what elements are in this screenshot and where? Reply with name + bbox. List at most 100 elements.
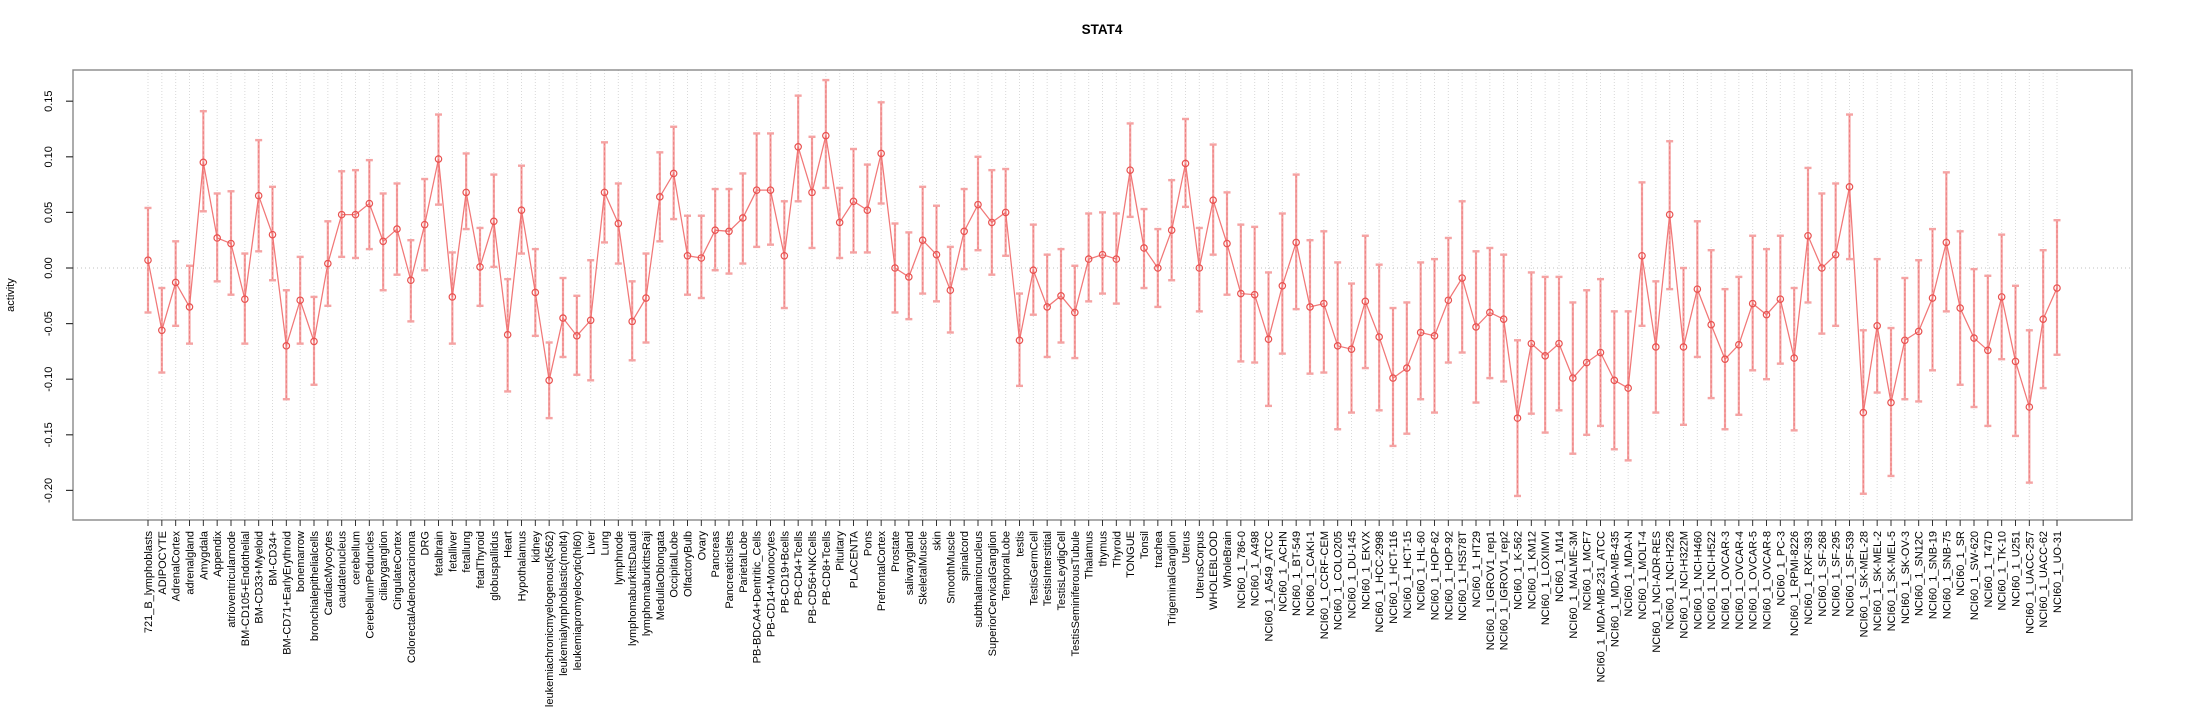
x-tick-label: OccipitalLobe [669, 531, 681, 598]
x-tick-label: 721_B_lymphoblasts [143, 531, 155, 634]
x-tick-label: NCI60_1_RXF-393 [1803, 531, 1815, 625]
data-point [517, 206, 526, 214]
x-tick-label: fetalbrain [434, 531, 446, 576]
x-tick-label: thymus [1098, 531, 1110, 567]
data-point [351, 210, 360, 219]
x-tick-label: cerebellum [351, 531, 363, 585]
x-tick-label: NCI60_1_A549_ATCC [1264, 531, 1276, 642]
data-point [1458, 274, 1466, 282]
x-tick-label: SkeletalMuscle [918, 531, 930, 605]
x-tick-label: NCI60_1_SF-268 [1817, 531, 1829, 617]
data-point [1416, 328, 1425, 337]
data-point [1804, 231, 1812, 240]
x-tick-label: NCI60_1_HCT-15 [1402, 531, 1414, 618]
x-tick-label: NCI60_1_HOP-62 [1430, 531, 1442, 620]
data-point [282, 342, 291, 350]
x-tick-label: BM-CD34+ [268, 531, 280, 586]
x-tick-label: CerebellumPeduncles [364, 531, 376, 639]
x-tick-label: Pons [862, 531, 874, 557]
data-point [1679, 343, 1688, 351]
x-tick-label: NCI60_1_U251 [2011, 531, 2023, 607]
x-tick-label: TONGUE [1125, 531, 1137, 578]
x-tick-label: NCI60_1_SK-MEL-2 [1872, 531, 1884, 631]
data-point [905, 273, 913, 281]
x-tick-label: NCI60_1_CAKI-1 [1305, 531, 1317, 616]
x-tick-label: NCI60_1_MCF7 [1582, 531, 1594, 610]
data-point [310, 337, 318, 346]
x-tick-label: Lung [600, 531, 612, 555]
x-tick-label: NCI60_1_SNB-19 [1928, 531, 1940, 619]
x-tick-label: NCI60_1_UACC-257 [2024, 531, 2036, 634]
data-point [808, 188, 816, 197]
data-point [1403, 364, 1411, 372]
y-tick-label: 0.10 [43, 146, 55, 167]
data-point [420, 220, 429, 229]
data-point [863, 206, 872, 214]
x-tick-label: NCI60_1_KM12 [1526, 531, 1538, 609]
data-point [932, 250, 941, 259]
x-tick-label: NCI60_1_786-0 [1236, 531, 1248, 609]
x-tick-label: NCI60_1_NCI-ADR-RES [1651, 531, 1663, 653]
x-tick-label: NCI60_1_HOP-92 [1443, 531, 1455, 620]
x-tick-label: NCI60_1_MALME-3M [1568, 531, 1580, 639]
data-point [379, 237, 387, 246]
data-point [877, 149, 885, 158]
data-point [1541, 352, 1549, 360]
x-tick-label: OlfactoryBulb [683, 531, 695, 597]
x-tick-label: NCI60_1_HL-60 [1416, 531, 1428, 611]
x-tick-label: leukemiachronicmyelogenous(k562) [544, 531, 556, 707]
x-tick-label: bonemarrow [295, 531, 307, 592]
x-tick-label: Pancreas [710, 531, 722, 578]
data-point [752, 186, 761, 194]
x-tick-label: PancreaticIslets [724, 531, 736, 609]
data-point [918, 236, 927, 245]
x-tick-label: lymphomaburkittsRaji [641, 531, 653, 636]
x-tick-label: BM-CD33+Myeloid [254, 531, 266, 624]
x-tick-label: NCI60_1_OVCAR-5 [1748, 531, 1760, 629]
data-point [1569, 374, 1577, 382]
data-point [946, 286, 955, 295]
x-tick-label: NCI60_1_HS578T [1457, 531, 1469, 621]
x-tick-label: TestisInterstitial [1042, 531, 1054, 606]
x-tick-label: trachea [1153, 530, 1165, 568]
data-point [1237, 289, 1245, 298]
x-tick-label: NCI60_1_NCI-H322M [1679, 531, 1691, 639]
data-point [1001, 208, 1010, 217]
x-tick-label: NCI60_1_SK-MEL-5 [1886, 531, 1898, 631]
data-point [1154, 264, 1162, 272]
x-tick-label: NCI60_1_MDA-N [1623, 531, 1635, 617]
data-point [531, 288, 540, 297]
x-tick-label: NCI60_1_OVCAR-8 [1762, 531, 1774, 629]
data-point [628, 317, 636, 326]
plot-area: 0.15 0.10 0.05 0.00 -0.05 -0.10 -0.15 -0.20 721_… [43, 69, 2133, 707]
data-point [586, 316, 595, 325]
data-point [642, 294, 650, 302]
x-tick-label: fetalThyroid [475, 531, 487, 588]
x-tick-label: TestisGermCell [1028, 531, 1040, 606]
x-tick-label: Pituitary [835, 531, 847, 571]
x-tick-label: ADIPOCYTE [157, 531, 169, 595]
x-tick-label: Amygdala [198, 530, 210, 580]
y-tick-label: 0.05 [43, 202, 55, 223]
x-tick-label: NCI60_1_SN12C [1914, 531, 1926, 616]
y-tick-label: -0.10 [43, 367, 55, 392]
x-tick-label: globuspallidus [489, 531, 501, 601]
x-tick-label: Thalamus [1084, 531, 1096, 580]
x-tick-label: subthalamicnucleus [973, 531, 985, 628]
x-tick-label: WholeBrain [1222, 531, 1234, 588]
data-point [503, 330, 512, 339]
chart-title: STAT4 [1082, 22, 1123, 37]
y-tick-label: -0.05 [43, 311, 55, 336]
data-point [1015, 336, 1024, 345]
data-point [1361, 297, 1370, 306]
data-point [1043, 303, 1051, 311]
data-point [434, 155, 443, 163]
data-point [725, 227, 733, 236]
data-point [393, 225, 401, 233]
data-point [1112, 255, 1121, 263]
x-tick-label: PB-CD4+Tcells [793, 531, 805, 606]
data-point [448, 293, 457, 301]
x-tick-label: NCI60_1_RPMI-8226 [1789, 531, 1801, 636]
data-point [1209, 196, 1217, 204]
